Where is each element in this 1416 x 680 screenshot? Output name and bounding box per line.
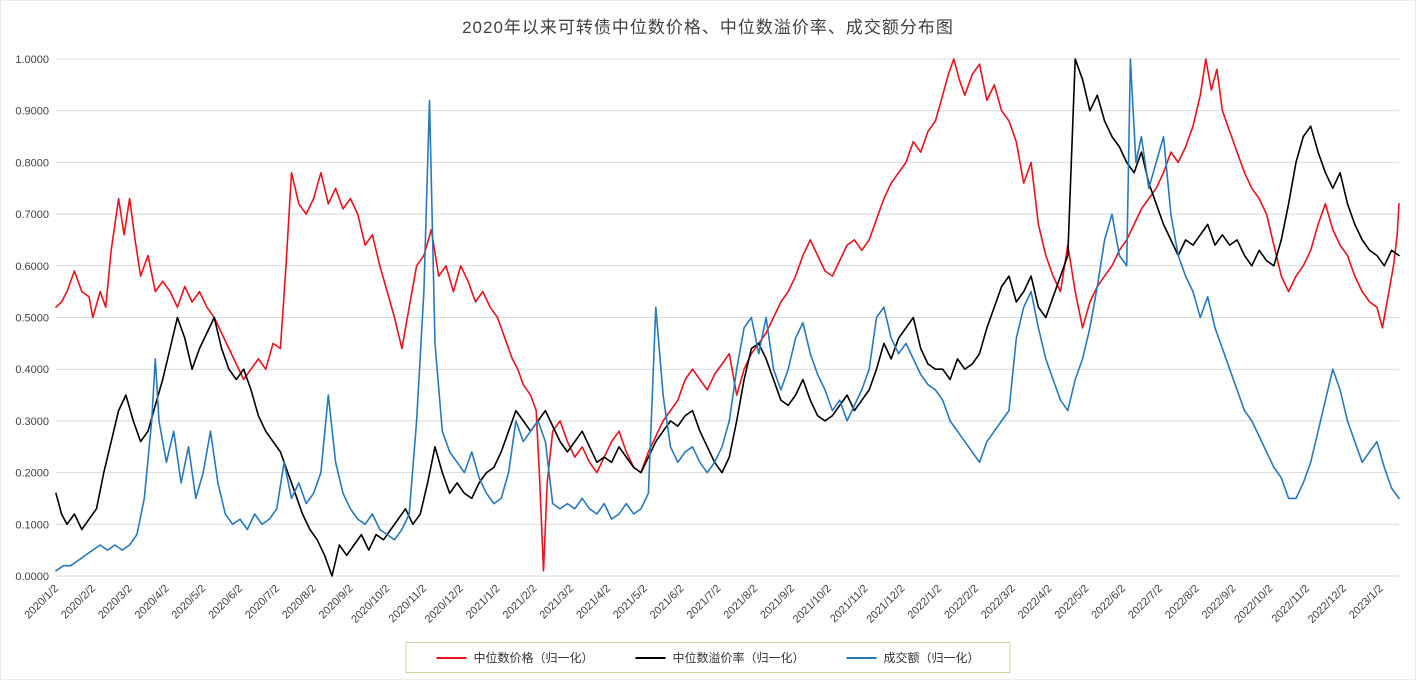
y-axis-label: 0.5000 — [15, 313, 49, 325]
x-axis-label: 2021/12/2 — [864, 583, 907, 626]
x-axis-label: 2020/7/2 — [243, 583, 282, 622]
y-axis-label: 0.1000 — [15, 519, 49, 531]
x-axis-label: 2020/1/2 — [22, 583, 61, 622]
y-axis-label: 0.3000 — [15, 416, 49, 428]
legend: 中位数价格（归一化） 中位数溢价率（归一化） 成交额（归一化） — [405, 642, 1011, 673]
x-axis-label: 2020/5/2 — [170, 583, 209, 622]
x-axis-label: 2021/5/2 — [611, 583, 650, 622]
x-axis-label: 2022/5/2 — [1053, 583, 1092, 622]
x-axis-label: 2022/3/2 — [979, 583, 1018, 622]
y-axis-label: 0.8000 — [15, 157, 49, 169]
series-line-2 — [55, 58, 1400, 577]
legend-line-swatch-black — [635, 656, 666, 659]
x-axis-label: 2021/3/2 — [537, 583, 576, 622]
x-axis-label: 2020/2/2 — [59, 583, 98, 622]
x-axis-label: 2020/12/2 — [423, 583, 466, 626]
x-axis-label: 2021/7/2 — [685, 583, 724, 622]
legend-item-median-price[interactable]: 中位数价格（归一化） — [436, 649, 593, 666]
y-axis-label: 0.4000 — [15, 364, 49, 376]
x-axis-label: 2021/10/2 — [791, 583, 834, 626]
x-axis-label: 2020/6/2 — [206, 583, 245, 622]
x-axis-label: 2022/10/2 — [1232, 583, 1275, 626]
y-axis-label: 0.7000 — [15, 209, 49, 221]
x-axis-label: 2021/2/2 — [501, 583, 540, 622]
x-axis-label: 2022/8/2 — [1163, 583, 1202, 622]
x-axis-label: 2020/10/2 — [349, 583, 392, 626]
y-axis-label: 0.2000 — [15, 468, 49, 480]
x-axis-label: 2022/1/2 — [905, 583, 944, 622]
y-axis-label: 0.0000 — [15, 571, 49, 583]
x-axis-label: 2022/4/2 — [1016, 583, 1055, 622]
x-axis-label: 2022/7/2 — [1126, 583, 1165, 622]
x-axis-label: 2022/11/2 — [1270, 583, 1313, 626]
x-axis-label: 2020/3/2 — [96, 583, 135, 622]
legend-label-median-price: 中位数价格（归一化） — [473, 651, 594, 665]
legend-item-turnover[interactable]: 成交额（归一化） — [846, 649, 980, 666]
series-line-1 — [55, 58, 1400, 572]
legend-label-turnover: 成交额（归一化） — [883, 651, 980, 665]
x-axis-label: 2023/1/2 — [1347, 583, 1386, 622]
x-axis-label: 2021/6/2 — [648, 583, 687, 622]
x-axis-label: 2022/2/2 — [942, 583, 981, 622]
x-axis-label: 2021/4/2 — [574, 583, 613, 622]
x-axis-label: 2020/4/2 — [133, 583, 172, 622]
x-axis-label: 2022/6/2 — [1089, 583, 1128, 622]
legend-item-median-premium[interactable]: 中位数溢价率（归一化） — [635, 649, 805, 666]
legend-line-swatch-red — [436, 656, 467, 659]
y-axis-label: 1.0000 — [15, 54, 49, 66]
x-axis-label: 2020/8/2 — [280, 583, 319, 622]
y-axis-label: 0.6000 — [15, 261, 49, 273]
x-axis-label: 2021/11/2 — [828, 583, 871, 626]
x-axis-label: 2021/8/2 — [721, 583, 760, 622]
x-axis-label: 2022/12/2 — [1306, 583, 1349, 626]
chart-title: 2020年以来可转债中位数价格、中位数溢价率、成交额分布图 — [462, 18, 954, 37]
y-axis-label: 0.9000 — [15, 106, 49, 118]
series-line-3 — [55, 58, 1400, 572]
legend-line-swatch-blue — [846, 656, 877, 659]
x-axis-label: 2021/1/2 — [464, 583, 503, 622]
x-axis-label: 2020/11/2 — [387, 583, 430, 626]
legend-label-median-premium: 中位数溢价率（归一化） — [672, 651, 805, 665]
